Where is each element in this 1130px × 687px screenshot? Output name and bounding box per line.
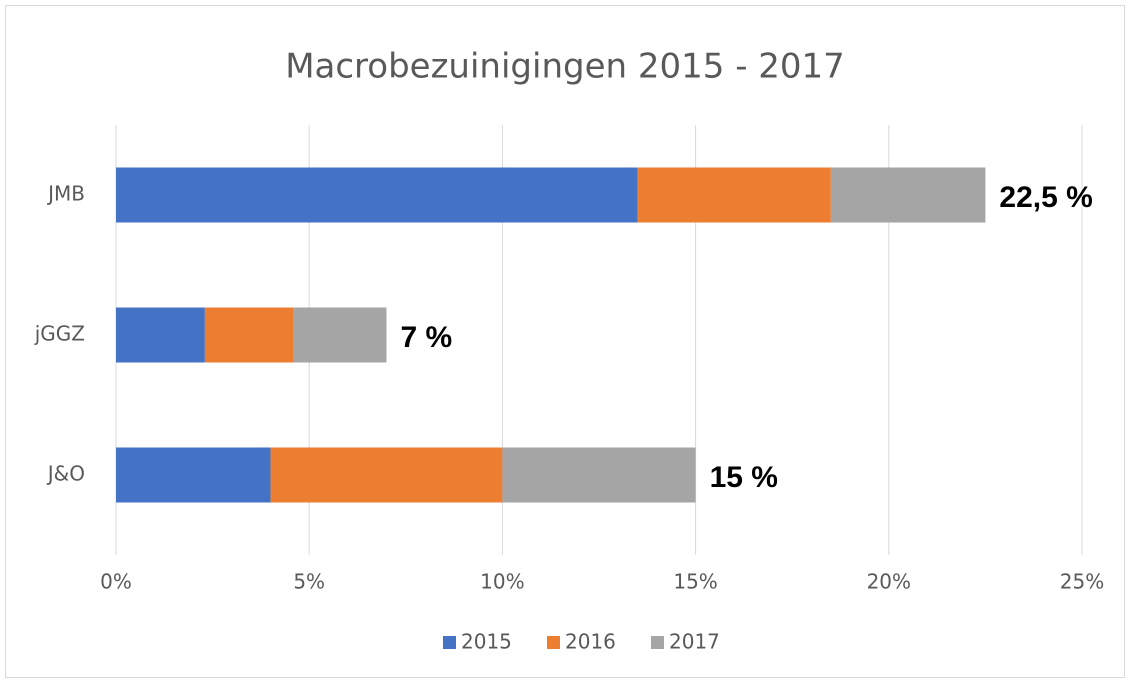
total-label: 22,5 % xyxy=(999,181,1092,214)
bar-segment xyxy=(116,307,205,363)
x-tick-label: 0% xyxy=(100,570,132,594)
chart-title: Macrobezuinigingen 2015 - 2017 xyxy=(285,47,845,87)
legend-swatch xyxy=(651,636,664,649)
bar-segment xyxy=(637,167,831,223)
total-label: 15 % xyxy=(710,461,778,494)
bar-segment xyxy=(830,167,986,223)
bar-segment xyxy=(502,447,696,503)
y-tick-label: JMB xyxy=(46,182,85,206)
bar-segment xyxy=(204,307,294,363)
bar-segment xyxy=(116,447,271,503)
legend-label: 2017 xyxy=(669,630,720,654)
legend-label: 2016 xyxy=(565,630,616,654)
x-tick-label: 15% xyxy=(673,570,717,594)
legend-swatch xyxy=(547,636,560,649)
legend-swatch xyxy=(443,636,456,649)
legend-label: 2015 xyxy=(461,630,512,654)
y-tick-label: J&O xyxy=(46,462,85,486)
bar-segment xyxy=(270,447,503,503)
y-tick-label: jGGZ xyxy=(34,322,85,346)
x-tick-label: 25% xyxy=(1060,570,1104,594)
total-label: 7 % xyxy=(400,321,452,354)
x-tick-label: 10% xyxy=(480,570,524,594)
bar-segment xyxy=(293,307,387,363)
x-tick-label: 5% xyxy=(293,570,325,594)
x-tick-label: 20% xyxy=(867,570,911,594)
bar-segment xyxy=(116,167,638,223)
